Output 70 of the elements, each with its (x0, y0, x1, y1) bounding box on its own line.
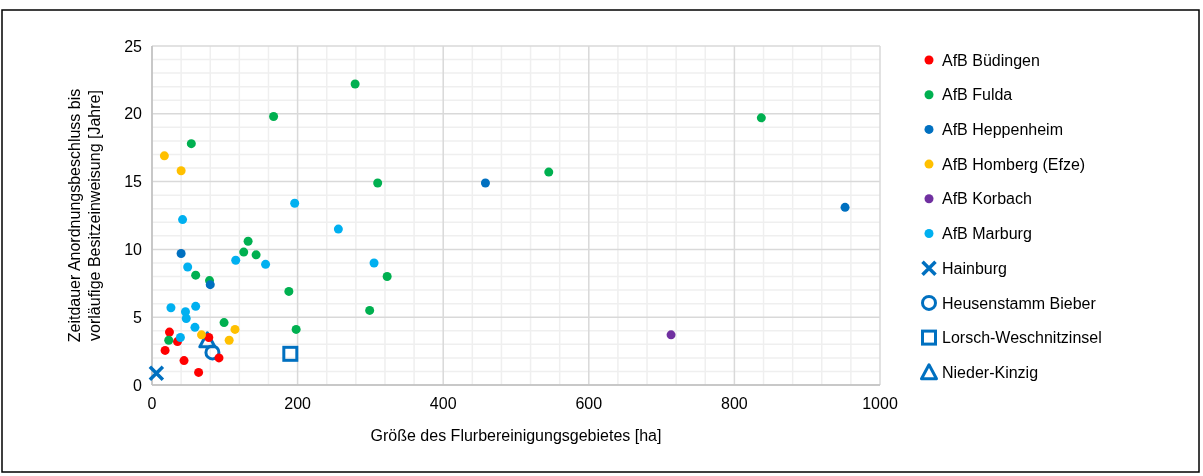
point (198, 331, 217, 349)
point (176, 166, 186, 176)
point (179, 356, 189, 366)
legend-label: AfB Büdingen (942, 51, 1040, 69)
point (190, 322, 200, 332)
point (159, 151, 169, 161)
point (191, 270, 201, 280)
y-tick-label: 25 (124, 37, 143, 55)
point (176, 248, 186, 258)
point (480, 178, 490, 188)
point (544, 167, 554, 177)
point (231, 255, 241, 265)
legend-label: Lorsch-Weschnitzinsel (942, 329, 1102, 347)
point (291, 324, 301, 334)
y-tick-label: 5 (133, 308, 143, 326)
x-tick-label: 800 (721, 395, 748, 412)
legend-label: AfB Heppenheim (942, 121, 1063, 138)
point (230, 324, 240, 334)
legend-label: AfB Korbach (942, 190, 1032, 208)
x-tick-label: 1000 (862, 395, 898, 412)
x-axis-title: Größe des Flurbereinigungsgebietes [ha] (370, 427, 662, 444)
y-tick-label: 0 (133, 376, 143, 394)
point (290, 198, 300, 208)
point (666, 330, 676, 340)
point (214, 353, 224, 363)
point (282, 345, 299, 362)
point (284, 286, 294, 296)
point (369, 258, 379, 268)
point (194, 367, 204, 377)
point (382, 272, 392, 282)
point (269, 112, 279, 122)
legend-label: Heusenstamm Bieber (942, 294, 1097, 312)
point (373, 178, 383, 188)
x-tick-label: 0 (147, 395, 157, 412)
point (219, 318, 229, 328)
legend-label: Nieder-Kinzig (942, 363, 1039, 381)
point (183, 262, 193, 272)
y-tick-label: 15 (124, 173, 143, 191)
point (164, 335, 174, 345)
point (148, 365, 165, 382)
point (186, 139, 196, 149)
point (756, 113, 766, 123)
x-tick-label: 600 (575, 395, 603, 412)
legend-label: AfB Homberg (Efze) (942, 155, 1086, 173)
point (205, 280, 215, 290)
point (243, 236, 253, 246)
x-tick-label: 400 (429, 395, 457, 412)
point (160, 345, 170, 355)
legend-label: AfB Fulda (942, 86, 1013, 104)
x-tick-label: 200 (284, 395, 312, 412)
legend-label: AfB Marburg (942, 225, 1032, 243)
point (164, 327, 174, 337)
y-axis-title: Zeitdauer Anordnungsbeschluss bis vorläufige Besitzeinweisung [Jahre] (66, 88, 103, 343)
point (191, 301, 201, 311)
point (197, 330, 206, 340)
y-tick-label: 10 (124, 241, 143, 258)
point (350, 79, 360, 89)
point (333, 224, 343, 234)
point (840, 202, 850, 212)
point (178, 215, 188, 225)
point (251, 250, 261, 260)
legend-label: Hainburg (942, 259, 1007, 277)
point (166, 303, 176, 313)
point (261, 259, 271, 269)
point (181, 314, 191, 324)
point (175, 333, 185, 343)
y-tick-label: 20 (124, 105, 143, 123)
point (365, 305, 375, 315)
point (239, 247, 249, 257)
point (224, 335, 234, 345)
